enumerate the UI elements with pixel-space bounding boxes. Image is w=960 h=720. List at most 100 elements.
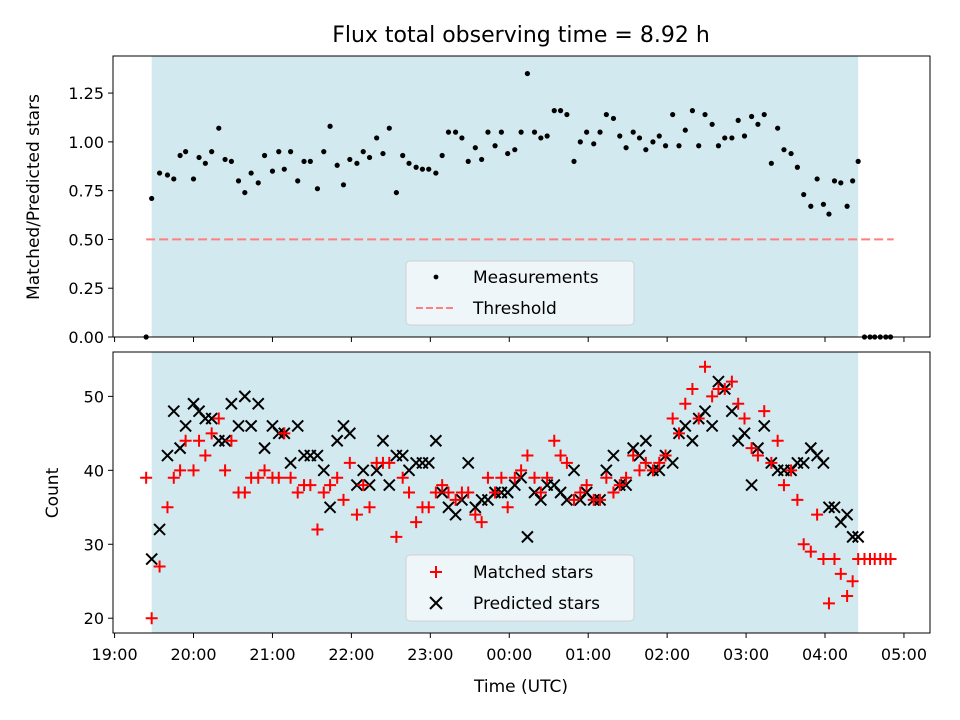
bottom-ticks: 20 30 40 50 19:00 20:00 21:00 22:00 23:00 00:00 01… [84,387,927,664]
measurement-point [775,125,781,131]
measurement-point [808,203,814,209]
matched-point [429,486,442,499]
matched-point [495,471,508,484]
matched-point [797,538,810,551]
top-ytick-label: 0.00 [68,328,104,347]
bottom-marks [140,360,897,625]
measurement-point [689,108,695,114]
matched-point [765,456,778,469]
bot-ytick-label: 30 [84,535,104,554]
measurement-point [794,164,800,170]
matched-point [817,553,830,566]
predicted-point [396,449,409,462]
predicted-point [751,441,765,455]
measurement-point [216,125,222,131]
matched-point [161,501,174,514]
measurement-point [524,70,531,77]
matched-point [791,493,804,506]
matched-point [167,471,180,484]
matched-point [686,382,699,395]
measurement-point [630,129,636,135]
measurement-point [584,129,590,135]
bot-ytick-label: 50 [84,387,104,406]
matched-point [449,493,462,506]
top-legend-box [405,260,635,326]
top-legend: Measurements Threshold [405,260,635,326]
measurement-point [196,154,202,161]
top-ytick-label: 0.25 [68,279,104,298]
measurement-point [360,149,366,155]
matched-point [574,486,587,499]
predicted-point [343,427,357,440]
matched-point [738,412,751,425]
top-ytick-label: 0.75 [68,182,104,201]
matched-point [422,501,435,514]
predicted-point [534,493,548,507]
measurement-point [741,133,748,139]
matched-point [225,434,238,447]
matched-point [481,471,494,484]
matched-point [718,382,731,395]
measurement-point [242,189,248,196]
matched-point [501,501,514,514]
measurement-point [643,147,649,153]
measurement-point [340,182,347,188]
matched-point [666,412,679,425]
predicted-point [619,478,633,492]
measurement-point [354,160,360,166]
measurement-point [696,143,702,149]
measurement-point [276,149,282,155]
measurement-point [597,129,603,135]
predicted-point [679,419,692,433]
predicted-point [435,486,449,499]
predicted-point [738,427,751,440]
predicted-point [828,501,841,514]
matched-point [613,479,626,492]
top-ytick-label: 1.25 [68,84,104,103]
matched-point [179,434,192,447]
measurement-point [269,168,276,174]
predicted-point [600,464,613,477]
measurement-point [459,135,465,141]
measurement-point [755,121,761,127]
matched-point [331,471,344,484]
matched-point [699,360,712,373]
measurement-point [512,147,518,153]
predicted-point [179,419,192,433]
measurement-point [307,158,313,164]
x-tick-label: 01:00 [565,645,611,664]
measurement-point [479,156,485,163]
matched-point [841,590,854,603]
matched-point [363,501,376,514]
measurement-point [406,160,412,166]
measurement-point [248,170,254,176]
measurement-point [465,158,471,164]
predicted-point [284,456,297,470]
matched-point [777,479,790,492]
matched-point [679,397,692,410]
measurement-point [301,158,307,164]
measurement-point [709,121,715,127]
matched-point [646,464,659,477]
matched-point [633,464,646,477]
measurement-point [472,145,478,151]
matched-point [594,493,607,506]
measurement-point [855,158,861,164]
predicted-point [639,434,653,447]
measurement-point [670,111,676,118]
measurement-point [347,156,353,163]
matched-point [252,471,265,484]
matched-point [745,442,758,455]
predicted-point [232,419,245,433]
top-ytick-label: 0.50 [68,230,104,249]
predicted-point [323,501,337,514]
measurement-point [295,178,301,184]
measurement-point [156,170,163,176]
predicted-point [238,390,252,403]
matched-point [811,508,824,521]
matched-point [403,486,416,499]
measurement-point [445,129,452,135]
predicted-point [145,552,158,566]
x-tick-label: 21:00 [249,645,295,664]
measurement-point [722,135,728,141]
